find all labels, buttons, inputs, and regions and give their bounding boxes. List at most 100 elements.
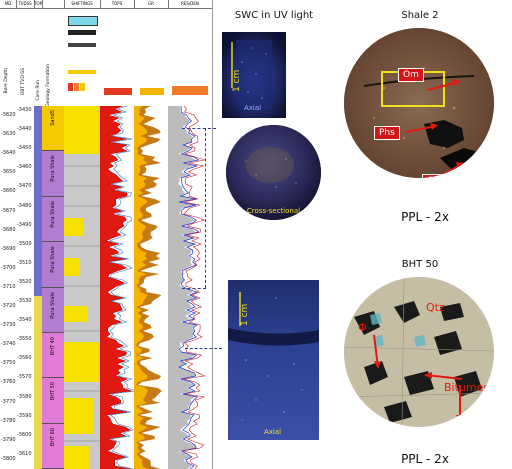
tops-yellow-block — [34, 296, 42, 469]
track-header-md: MD — [0, 0, 17, 9]
md-depth-label: -3710 — [1, 283, 16, 290]
tvd-depth-label: -3490 — [17, 221, 32, 228]
track-md: -3620 -3630 -3640 -3650 -3660 -3670 -3680 -3690… — [0, 106, 17, 469]
tvd-depth-label: -3430 — [17, 107, 32, 113]
header-label-core: Core Run — [36, 80, 41, 101]
md-depth-label: -3720 — [1, 303, 16, 310]
tvd-depth-label: -3460 — [17, 164, 32, 171]
track-tvd: -3430 -3440 -3450 -3460 -3470 -3480 -3490 -3500… — [16, 106, 35, 469]
zone-label: Pura Shale — [50, 246, 56, 273]
track-header-tvdss: TVDSS — [16, 0, 35, 9]
md-depth-label: -3750 — [1, 360, 16, 367]
tvd-depth-label: -3580 — [17, 393, 32, 400]
md-depth-label: -3680 — [1, 226, 16, 233]
tvd-depth-label: -3560 — [17, 355, 32, 362]
bht-label-qtz: Qtz — [426, 301, 445, 314]
legend-swatch-orange1 — [68, 83, 73, 91]
bht-label-phi: Φ — [358, 321, 367, 334]
md-depth-label: -3700 — [1, 264, 16, 271]
bht-thin-section: Qtz Φ Bitumen — [344, 277, 494, 427]
zone-block: BHT 60 — [42, 423, 64, 469]
shale-title: Shale 2 — [401, 10, 439, 21]
shale-thin-section: Om Phs Om — [344, 28, 494, 178]
tvd-depth-label: -3540 — [17, 317, 32, 324]
lithology-svg — [64, 106, 100, 469]
legend-swatch-orange3 — [80, 83, 85, 91]
tvd-depth-label: -3450 — [17, 145, 32, 152]
legend-swatch-gray — [68, 43, 96, 47]
swc-scale-label: 1 cm — [232, 69, 242, 92]
legend-gr-bar — [104, 88, 132, 95]
header-label-tvd: OBT TVD SS — [21, 68, 26, 96]
zone-label: BHT 60 — [50, 427, 56, 446]
swc-title: SWC in UV light — [234, 10, 314, 21]
zone-label: Pura Shale — [50, 291, 56, 319]
well-log-panel: MD TVDSS TOPS SHIFTINGS TOPS GR RES/DEN … — [0, 0, 213, 469]
swc-cross-label: Cross-sectional — [246, 207, 301, 215]
track-header-res: RES/DEN — [168, 0, 212, 9]
md-depth-label: -3800 — [1, 455, 16, 462]
legend-gr-fill — [140, 88, 164, 95]
track-zones: Sand5 Pura Shale Pura Shale Pura Shale Pura … — [42, 106, 65, 469]
zone-label: Pura Shale — [50, 155, 56, 183]
zone-block: Sand5 — [42, 106, 64, 152]
bht-title: BHT 50 — [401, 259, 439, 270]
shale-label-om1: Om — [398, 68, 424, 82]
tvd-depth-label: -3470 — [17, 183, 32, 190]
zone-block: Pura Shale — [42, 196, 64, 243]
md-depth-label: -3620 — [1, 112, 16, 118]
tvd-depth-label: -3600 — [17, 431, 32, 438]
res-curve-svg — [168, 106, 206, 469]
track-density — [134, 106, 169, 469]
tvd-depth-label: -3510 — [17, 259, 32, 266]
tvd-depth-label: -3530 — [17, 298, 32, 305]
zone-label: BHT 50 — [50, 382, 56, 401]
md-depth-label: -3770 — [1, 398, 16, 405]
zone-block: Pura Shale — [42, 151, 64, 197]
legend-swatch-black — [68, 30, 96, 35]
gr-curve-svg — [100, 106, 134, 469]
shale-caption: PPL - 2x — [401, 210, 449, 224]
zone-block: Pura Shale — [42, 242, 64, 288]
zone-block: Pura Shale — [42, 287, 64, 333]
tvd-depth-label: -3480 — [17, 202, 32, 209]
bht-label-bitumen: Bitumen — [444, 381, 491, 394]
tvd-depth-label: -3590 — [17, 412, 32, 419]
track-header-zones — [42, 0, 65, 9]
track-header-lith: TOPS — [100, 0, 135, 9]
swc-axial-image: 1 cm Axial — [222, 32, 286, 118]
density-curve-svg — [134, 106, 162, 469]
legend-swatch-orange2 — [74, 83, 79, 91]
tvd-depth-label: -3500 — [17, 240, 32, 247]
legend-res-fill — [172, 86, 208, 95]
track-lithology — [64, 106, 101, 469]
connector-mid-h — [182, 288, 206, 289]
zone-label: Pura Shale — [50, 200, 56, 228]
connector-top-v — [205, 128, 206, 288]
md-depth-label: -3630 — [1, 131, 16, 138]
shale-label-phs: Phs — [374, 126, 400, 140]
track-header-gr: GR — [134, 0, 169, 9]
connector-bottom-h — [185, 348, 222, 349]
tvd-depth-label: -3570 — [17, 374, 32, 381]
zone-block: BHT 40 — [42, 332, 64, 379]
tvd-depth-label: -3550 — [17, 336, 32, 343]
header-label-geology: Geology Formation — [46, 64, 51, 107]
swc-cross-section-image: Cross-sectional — [226, 125, 321, 220]
track-header-tops: TOPS — [34, 0, 43, 9]
swc-scale2-label: 1 cm — [240, 303, 250, 326]
md-depth-label: -3740 — [1, 341, 16, 348]
legend-swatch-yellow — [68, 70, 96, 74]
md-depth-label: -3760 — [1, 379, 16, 386]
md-depth-label: -3650 — [1, 169, 16, 176]
md-depth-label: -3660 — [1, 188, 16, 195]
md-depth-label: -3690 — [1, 245, 16, 252]
log-header-band: Bore Depth OBT TVD SS Core Run Geology F… — [0, 8, 212, 107]
md-depth-label: -3790 — [1, 436, 16, 443]
track-gr — [100, 106, 135, 469]
legend-swatch-cyan — [68, 16, 98, 26]
zone-label: Sand5 — [50, 110, 56, 126]
md-depth-label: -3640 — [1, 150, 16, 157]
track-resistivity — [168, 106, 212, 469]
tvd-depth-label: -3610 — [17, 450, 32, 457]
